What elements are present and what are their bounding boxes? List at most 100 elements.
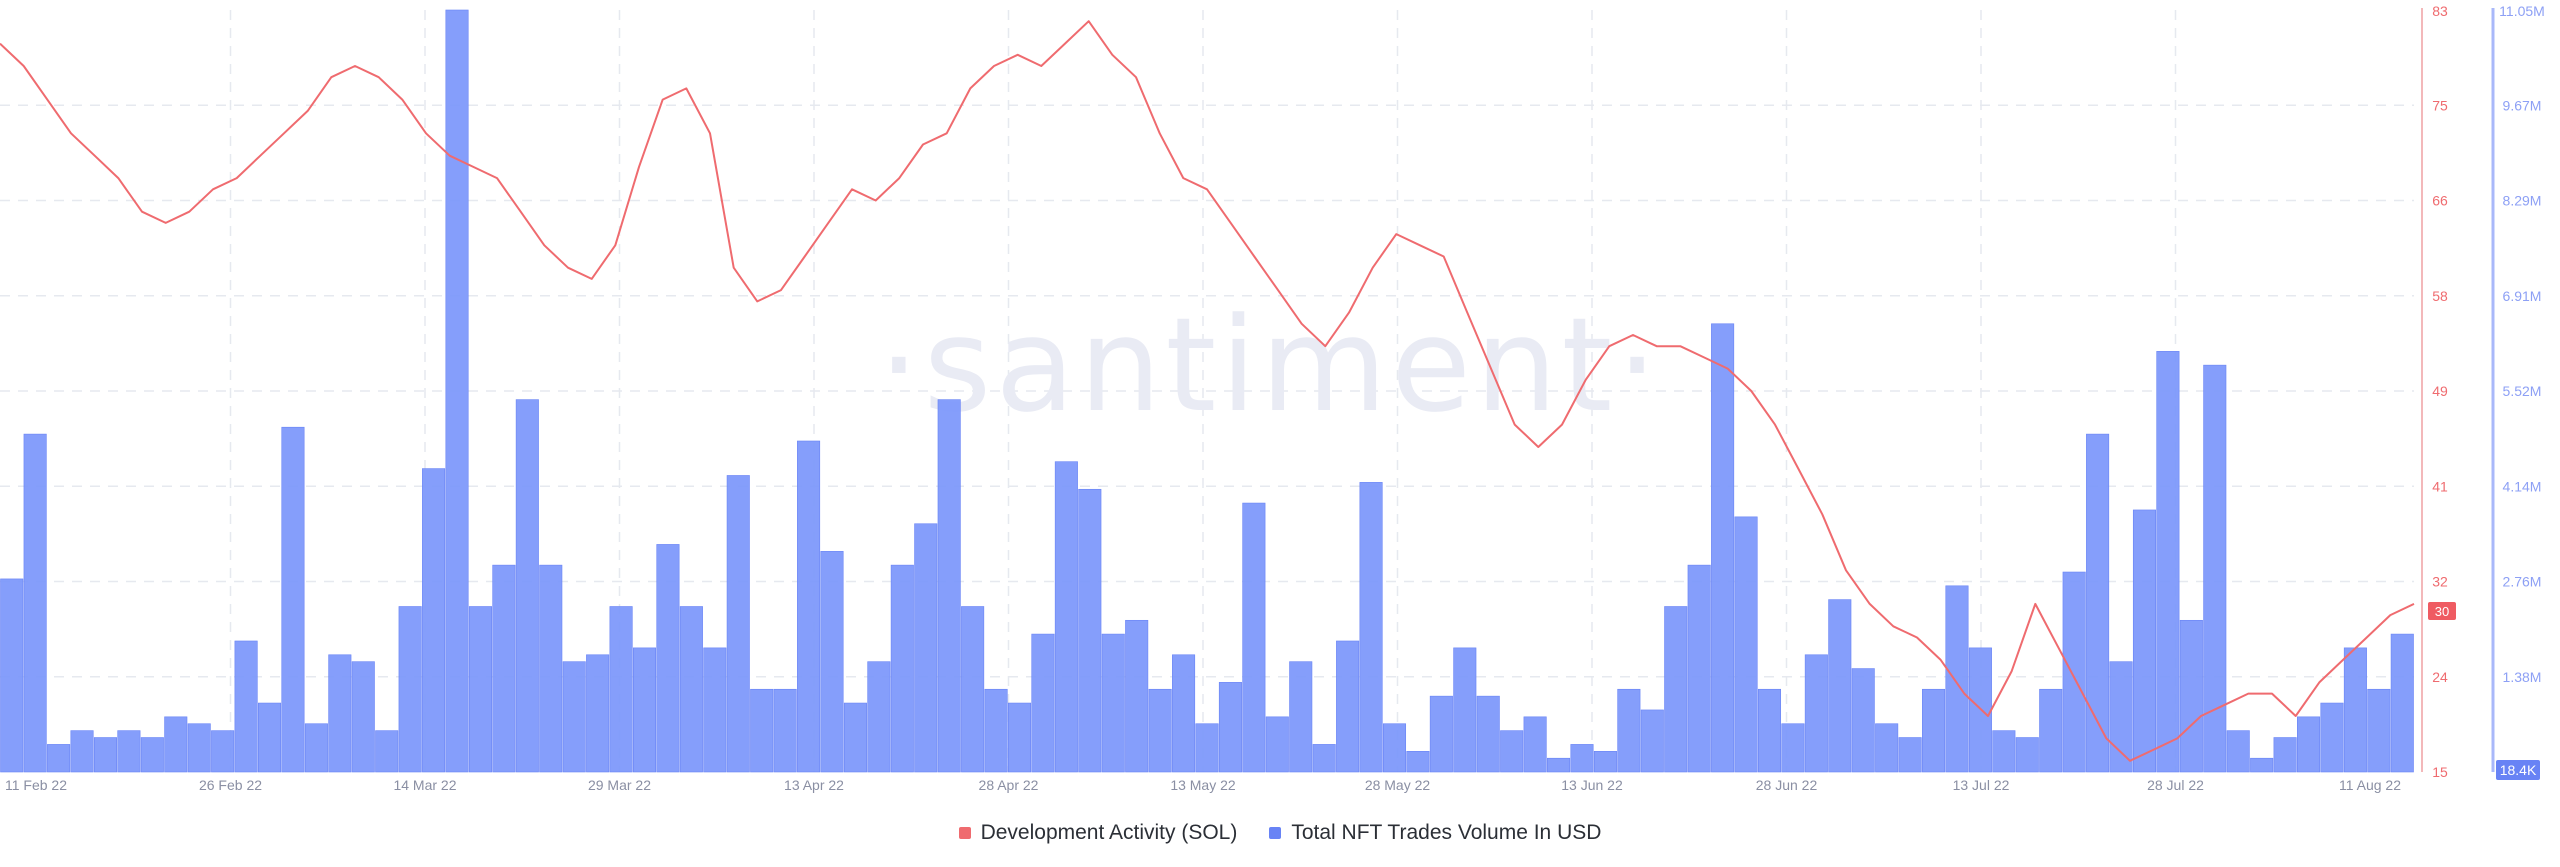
- nft-volume-axis-ticks: 11.05M 9.67M 8.29M 6.91M 5.52M 4.14M 2.76M 1.38…: [2499, 3, 2545, 685]
- nft-volume-bar: [375, 730, 399, 773]
- nft-volume-bar: [0, 578, 24, 773]
- date-tick-label: 29 Mar 22: [588, 777, 651, 793]
- nft-volume-bar: [1242, 502, 1266, 773]
- dev-axis-tick-label: 66: [2432, 193, 2448, 209]
- date-tick-label: 13 Apr 22: [784, 777, 844, 793]
- nft-volume-bar: [1593, 751, 1617, 773]
- nft-volume-bar: [867, 661, 891, 773]
- nft-volume-bar: [2250, 757, 2274, 773]
- legend-item-dev-activity[interactable]: Development Activity (SOL): [958, 821, 1237, 845]
- nft-volume-bar: [1476, 695, 1500, 773]
- nft-volume-bar: [632, 647, 657, 773]
- nft-volume-bar: [468, 606, 492, 773]
- nft-volume-bar: [820, 551, 844, 773]
- nft-volume-bar: [679, 606, 703, 773]
- nft-axis-tick-label: 6.91M: [2503, 288, 2542, 304]
- nft-volume-bar: [1125, 619, 1149, 773]
- nft-volume-bar: [2203, 364, 2227, 773]
- nft-volume-bar: [562, 661, 586, 773]
- nft-volume-bar: [117, 730, 141, 773]
- nft-volume-bar: [773, 688, 797, 773]
- date-tick-label: 26 Feb 22: [199, 777, 262, 793]
- nft-volume-bar: [2039, 688, 2063, 773]
- dev-activity-line: [0, 20, 2415, 762]
- nft-volume-bar: [398, 606, 422, 773]
- nft-volume-bar: [1453, 647, 1477, 773]
- legend-swatch-nft-volume: [1269, 827, 1282, 839]
- nft-volume-bar: [281, 426, 305, 773]
- dev-axis-tick-label: 83: [2432, 3, 2448, 19]
- grid-lines: [0, 10, 2414, 772]
- nft-volume-bar: [1406, 751, 1430, 773]
- date-tick-label: 13 Jul 22: [1953, 777, 2010, 793]
- nft-volume-bar: [1640, 709, 1664, 773]
- date-axis-ticks: 11 Feb 22 26 Feb 22 14 Mar 22 29 Mar 22 13 A…: [5, 777, 2401, 793]
- nft-volume-bar: [609, 606, 633, 773]
- nft-volume-bar: [187, 723, 211, 773]
- legend-label-nft-volume: Total NFT Trades Volume In USD: [1291, 821, 1602, 844]
- dev-current-badge: 30: [2428, 602, 2456, 620]
- nft-volume-bar: [2086, 433, 2110, 773]
- nft-axis-tick-label: 9.67M: [2503, 97, 2542, 113]
- nft-volume-bar: [1429, 695, 1453, 773]
- nft-volume-bar: [1922, 688, 1946, 773]
- nft-volume-bar: [234, 640, 258, 773]
- nft-volume-bar: [1851, 668, 1875, 773]
- nft-volume-bar: [1101, 633, 1125, 773]
- nft-volume-bar: [1218, 682, 1242, 773]
- nft-volume-bar: [70, 730, 94, 773]
- nft-volume-bar: [1875, 723, 1899, 773]
- date-tick-label: 14 Mar 22: [393, 777, 456, 793]
- dev-axis-tick-label: 24: [2432, 669, 2448, 685]
- nft-volume-bar: [937, 399, 961, 773]
- nft-volume-bar: [2343, 647, 2367, 773]
- dev-axis-tick-label: 49: [2432, 383, 2448, 399]
- nft-volume-bar: [445, 9, 469, 773]
- legend-item-nft-volume[interactable]: Total NFT Trades Volume In USD: [1269, 821, 1601, 845]
- nft-volume-bar: [961, 606, 985, 773]
- nft-volume-bar: [1148, 688, 1172, 773]
- nft-axis-tick-label: 5.52M: [2503, 383, 2542, 399]
- nft-volume-bar: [586, 654, 610, 773]
- nft-volume-bar: [2297, 716, 2321, 773]
- nft-volume-bar: [1781, 723, 1805, 773]
- nft-volume-bar: [1617, 688, 1641, 773]
- nft-volume-bars: [0, 9, 2414, 773]
- nft-volume-bar: [515, 399, 539, 773]
- nft-volume-bar: [1664, 606, 1688, 773]
- nft-volume-bar: [1359, 482, 1383, 773]
- nft-current-badge-bg: [2496, 760, 2540, 780]
- date-tick-label: 11 Feb 22: [5, 777, 67, 793]
- date-tick-label: 13 May 22: [1170, 777, 1236, 793]
- nft-volume-bar: [1500, 730, 1524, 773]
- legend-swatch-dev-activity: [958, 827, 971, 839]
- nft-volume-bar: [164, 716, 188, 773]
- nft-volume-bar: [422, 468, 446, 773]
- date-tick-label: 28 Jun 22: [1756, 777, 1818, 793]
- nft-volume-bar: [914, 523, 938, 773]
- dev-axis-tick-label: 41: [2432, 478, 2448, 494]
- nft-volume-bar: [2320, 702, 2344, 773]
- nft-volume-bar: [1054, 461, 1078, 773]
- nft-volume-bar: [1547, 757, 1571, 773]
- nft-volume-bar: [797, 440, 821, 773]
- nft-volume-bar: [2179, 619, 2203, 773]
- date-tick-label: 28 Apr 22: [979, 777, 1039, 793]
- nft-volume-bar: [351, 661, 375, 773]
- nft-volume-bar: [1265, 716, 1289, 773]
- nft-volume-bar: [1804, 654, 1828, 773]
- nft-volume-bar: [750, 688, 774, 773]
- nft-volume-bar: [1570, 744, 1594, 773]
- nft-volume-bar: [2390, 633, 2414, 773]
- nft-volume-bar: [1828, 599, 1852, 773]
- nft-volume-bar: [2062, 571, 2086, 773]
- nft-volume-bar: [258, 702, 282, 773]
- nft-volume-bar: [1898, 737, 1922, 773]
- nft-volume-bar: [1312, 744, 1336, 773]
- nft-volume-bar: [304, 723, 328, 773]
- dev-axis-tick-label: 32: [2432, 574, 2448, 590]
- date-tick-label: 28 May 22: [1365, 777, 1431, 793]
- nft-volume-bar: [890, 564, 914, 773]
- nft-current-badge-text: 18.4K: [2500, 762, 2537, 778]
